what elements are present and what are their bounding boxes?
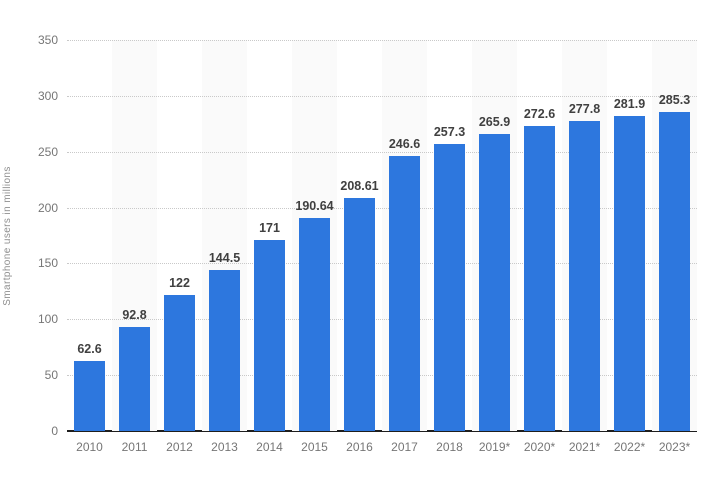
x-tick-label-2014: 2014 (256, 440, 283, 454)
y-axis-title: Smartphone users in millions (2, 166, 13, 306)
gridline-300 (67, 95, 697, 97)
y-tick-label-0: 0 (51, 424, 58, 438)
bar-2014[interactable] (254, 239, 285, 431)
bar-value-2023*: 285.3 (658, 93, 691, 108)
gridline-50 (67, 375, 697, 377)
bar-2019*[interactable] (479, 133, 510, 431)
y-tick-label-50: 50 (44, 368, 58, 383)
bar-value-2010: 62.6 (77, 342, 102, 357)
x-tick-label-2011: 2011 (121, 440, 148, 454)
bar-value-2019*: 265.9 (478, 114, 511, 129)
bar-2021*[interactable] (569, 120, 600, 431)
x-tick-label-2018: 2018 (436, 440, 463, 454)
bar-2012[interactable] (164, 294, 195, 431)
x-tick-label-2013: 2013 (211, 440, 238, 454)
x-tick-label-2020*: 2020* (523, 440, 556, 454)
y-tick-label-150: 150 (37, 256, 58, 271)
y-tick-label-250: 250 (37, 144, 58, 159)
bar-value-2018: 257.3 (433, 124, 466, 139)
x-tick-label-2015: 2015 (301, 440, 328, 454)
bar-value-2012: 122 (169, 275, 190, 290)
plot-area: 62.6 92.8 122 144.5 171 190.64 208.61 246.6 257.… (67, 0, 697, 432)
x-tick-label-2022*: 2022* (613, 440, 646, 454)
gridline-100 (67, 319, 697, 321)
bar-value-2016: 208.61 (340, 178, 379, 193)
x-tick-label-2016: 2016 (346, 440, 373, 454)
bar-value-2022*: 281.9 (613, 97, 646, 112)
bar-2018[interactable] (434, 143, 465, 431)
x-tick-label-2023*: 2023* (658, 440, 691, 454)
bar-value-2020*: 272.6 (523, 107, 556, 122)
x-tick-label-2021*: 2021* (568, 440, 601, 454)
x-tick-label-2017: 2017 (391, 440, 418, 454)
bar-2022*[interactable] (614, 116, 645, 431)
x-axis-line (67, 430, 697, 432)
bar-2023*[interactable] (659, 112, 690, 431)
y-tick-label-200: 200 (37, 200, 58, 215)
gridline-150 (67, 263, 697, 265)
y-tick-label-100: 100 (37, 312, 58, 327)
y-tick-label-300: 300 (37, 88, 58, 103)
bar-value-2013: 144.5 (208, 250, 241, 265)
y-tick-label-350: 350 (37, 33, 58, 47)
gridline-250 (67, 151, 697, 153)
x-tick-label-2012: 2012 (166, 440, 193, 454)
bar-value-2014: 171 (259, 220, 280, 235)
bar-value-2017: 246.6 (388, 136, 421, 151)
gridline-200 (67, 207, 697, 209)
bar-2015[interactable] (299, 218, 330, 431)
bar-2017[interactable] (389, 155, 420, 431)
x-tick-label-2019*: 2019* (478, 440, 511, 454)
bar-2016[interactable] (344, 197, 375, 431)
bar-value-2015: 190.64 (295, 199, 334, 214)
x-tick-label-2010: 2010 (76, 440, 103, 454)
bar-value-2021*: 277.8 (568, 101, 601, 116)
bar-value-2011: 92.8 (122, 308, 147, 323)
bar-2010[interactable] (74, 361, 105, 431)
bar-2013[interactable] (209, 269, 240, 431)
bar-2020*[interactable] (524, 126, 555, 431)
gridline-350 (67, 40, 697, 41)
bar-2011[interactable] (119, 327, 150, 431)
